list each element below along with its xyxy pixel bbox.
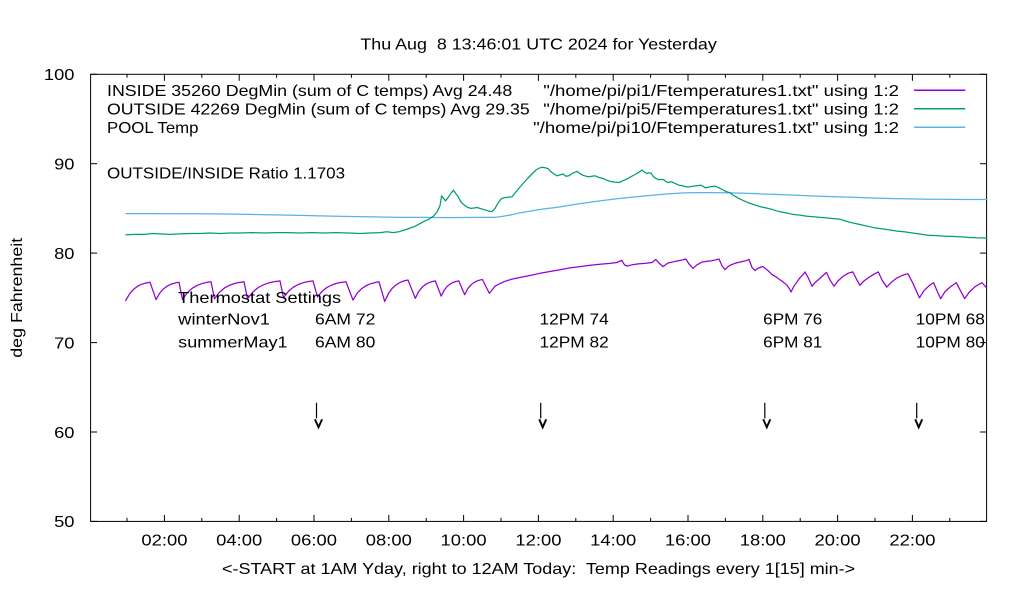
svg-text:6AM 72: 6AM 72 (315, 312, 376, 329)
svg-text:70: 70 (54, 335, 75, 352)
svg-text:04:00: 04:00 (216, 532, 262, 549)
svg-text:12PM 74: 12PM 74 (540, 312, 609, 329)
svg-text:22:00: 22:00 (889, 532, 935, 549)
svg-text:10PM 80: 10PM 80 (916, 334, 985, 351)
svg-text:6PM 81: 6PM 81 (763, 334, 822, 351)
svg-text:18:00: 18:00 (740, 532, 786, 549)
svg-text:90: 90 (54, 157, 75, 174)
svg-text:"/home/pi/pi5/Ftemperatures1.t: "/home/pi/pi5/Ftemperatures1.txt" using … (543, 102, 899, 119)
svg-text:16:00: 16:00 (665, 532, 711, 549)
svg-text:20:00: 20:00 (815, 532, 861, 549)
svg-text:"/home/pi/pi1/Ftemperatures1.t: "/home/pi/pi1/Ftemperatures1.txt" using … (543, 83, 899, 100)
svg-text:summerMay1: summerMay1 (178, 334, 288, 351)
svg-text:100: 100 (44, 67, 75, 84)
svg-text:OUTSIDE/INSIDE Ratio 1.1703: OUTSIDE/INSIDE Ratio 1.1703 (107, 166, 345, 183)
svg-text:06:00: 06:00 (291, 532, 337, 549)
svg-text:12:00: 12:00 (515, 532, 561, 549)
svg-text:50: 50 (54, 514, 75, 531)
svg-text:deg Fahrenheit: deg Fahrenheit (9, 237, 26, 358)
svg-text:6PM 76: 6PM 76 (763, 312, 822, 329)
svg-text:10PM 68: 10PM 68 (916, 312, 985, 329)
svg-text:"/home/pi/pi10/Ftemperatures1.: "/home/pi/pi10/Ftemperatures1.txt" using… (533, 120, 899, 137)
svg-text:winterNov1: winterNov1 (177, 312, 270, 329)
svg-text:<-START at 1AM Yday, right to: <-START at 1AM Yday, right to 12AM Today… (222, 561, 855, 578)
svg-text:12PM 82: 12PM 82 (540, 334, 609, 351)
svg-text:08:00: 08:00 (366, 532, 412, 549)
svg-text:OUTSIDE 42269 DegMin (sum of C: OUTSIDE 42269 DegMin (sum of C temps) Av… (107, 102, 530, 119)
svg-text:Thu Aug 8 13:46:01 UTC 2024 f: Thu Aug 8 13:46:01 UTC 2024 for Yesterda… (360, 36, 716, 53)
svg-text:80: 80 (54, 246, 75, 263)
svg-text:02:00: 02:00 (141, 532, 187, 549)
svg-text:INSIDE 35260 DegMin (sum of C: INSIDE 35260 DegMin (sum of C temps) Avg… (107, 83, 512, 100)
svg-text:Thermostat Settings: Thermostat Settings (178, 290, 341, 307)
svg-text:10:00: 10:00 (441, 532, 487, 549)
svg-text:60: 60 (54, 425, 75, 442)
svg-text:POOL Temp: POOL Temp (107, 120, 199, 137)
svg-text:14:00: 14:00 (590, 532, 636, 549)
svg-text:6AM 80: 6AM 80 (315, 334, 376, 351)
